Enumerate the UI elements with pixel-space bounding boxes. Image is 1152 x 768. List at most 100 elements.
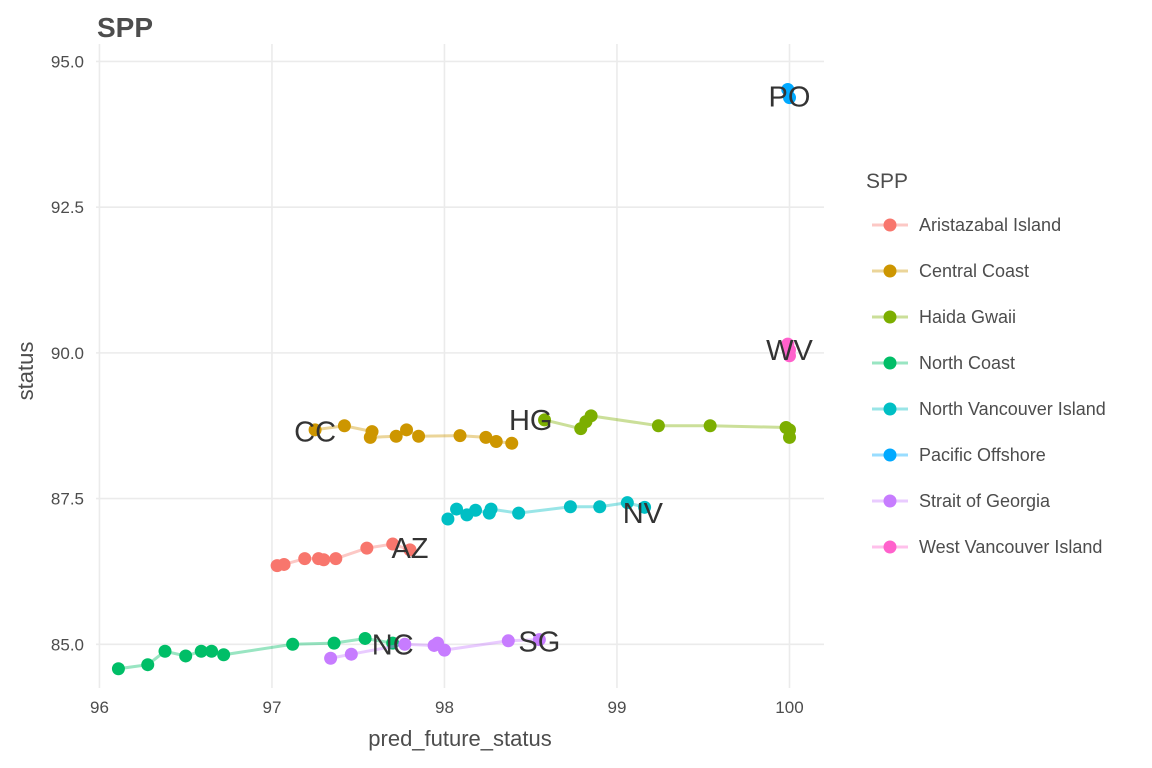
legend-swatch [883, 310, 897, 324]
series-wv [781, 337, 796, 363]
legend-swatch [883, 218, 897, 232]
region-label-nv: NV [623, 498, 664, 530]
legend-item: North Coast [872, 353, 1015, 373]
data-point [441, 512, 455, 526]
y-axis-label: status [13, 342, 38, 401]
y-tick-label: 90.0 [51, 344, 84, 363]
y-tick-label: 92.5 [51, 198, 84, 217]
data-point [782, 349, 796, 363]
region-label-hg: HG [509, 405, 553, 437]
data-point [158, 644, 172, 658]
region-labels: AZ CC HG NC NV PO SG WV [294, 81, 813, 661]
series-nv [441, 496, 652, 526]
legend-swatch [883, 356, 897, 370]
legend-swatch [883, 448, 897, 462]
legend-label: North Vancouver Island [919, 399, 1106, 419]
data-point [141, 658, 155, 672]
series-az [270, 537, 417, 573]
data-point [386, 537, 400, 551]
region-label-az: AZ [391, 533, 428, 565]
axis-ticks: 96 97 98 99 100 85.0 87.5 90.0 92.5 95.0 [51, 52, 804, 717]
region-label-wv: WV [766, 335, 813, 367]
legend-title: SPP [866, 170, 908, 193]
data-point [453, 429, 467, 443]
data-point [298, 552, 312, 566]
data-point [532, 633, 546, 647]
series-nc [111, 631, 400, 676]
data-point [400, 423, 414, 437]
data-point [308, 423, 322, 437]
legend-item: Central Coast [872, 261, 1029, 281]
y-tick-label: 95.0 [51, 52, 84, 71]
data-point [205, 644, 219, 658]
x-axis-label: pred_future_status [368, 726, 551, 751]
legend-label: North Coast [919, 353, 1015, 373]
data-point [651, 419, 665, 433]
legend-item: West Vancouver Island [872, 537, 1102, 557]
data-point [437, 643, 451, 657]
data-point [324, 651, 338, 665]
data-point [398, 637, 412, 651]
legend-swatch [883, 264, 897, 278]
data-point [703, 419, 717, 433]
data-point [217, 648, 231, 662]
data-point [329, 552, 343, 566]
data-point [563, 500, 577, 514]
x-tick-label: 96 [90, 698, 109, 717]
data-point [363, 430, 377, 444]
x-tick-label: 99 [608, 698, 627, 717]
region-label-po: PO [769, 81, 811, 113]
grid [96, 44, 824, 688]
data-point [277, 557, 291, 571]
data-point [489, 434, 503, 448]
data-point [484, 502, 498, 516]
data-point [337, 419, 351, 433]
legend-swatch [883, 494, 897, 508]
data-point [403, 543, 417, 557]
y-tick-label: 87.5 [51, 490, 84, 509]
data-point [584, 409, 598, 423]
legend-label: West Vancouver Island [919, 537, 1102, 557]
y-tick-label: 85.0 [51, 635, 84, 654]
legend-label: Strait of Georgia [919, 491, 1051, 511]
data-point [286, 637, 300, 651]
series-po [781, 82, 796, 105]
data-point [538, 413, 552, 427]
legend-item: Aristazabal Island [872, 215, 1061, 235]
data-point [317, 553, 331, 567]
data-point [194, 644, 208, 658]
legend-label: Aristazabal Island [919, 215, 1061, 235]
x-tick-label: 98 [435, 698, 454, 717]
series-layer [111, 82, 796, 676]
data-point [327, 636, 341, 650]
data-point [620, 496, 634, 510]
chart-title: SPP [97, 12, 153, 43]
legend-label: Pacific Offshore [919, 445, 1046, 465]
data-point [412, 429, 426, 443]
data-point [389, 429, 403, 443]
data-point [358, 631, 372, 645]
data-point [593, 500, 607, 514]
data-point [469, 503, 483, 517]
legend-item: Strait of Georgia [872, 491, 1051, 511]
data-point [638, 500, 652, 514]
data-point [386, 636, 400, 650]
region-label-cc: CC [294, 417, 336, 449]
x-tick-label: 100 [775, 698, 803, 717]
data-point [450, 502, 464, 516]
legend-item: Pacific Offshore [872, 445, 1046, 465]
data-point [111, 662, 125, 676]
legend-label: Central Coast [919, 261, 1029, 281]
data-point [360, 541, 374, 555]
legend-item: North Vancouver Island [872, 399, 1106, 419]
legend-swatch [883, 540, 897, 554]
data-point [344, 647, 358, 661]
legend-label: Haida Gwaii [919, 307, 1016, 327]
region-label-nc: NC [372, 629, 414, 661]
data-point [512, 506, 526, 520]
data-point [179, 649, 193, 663]
legend-swatch [883, 402, 897, 416]
region-label-sg: SG [518, 626, 560, 658]
series-cc [308, 419, 519, 450]
